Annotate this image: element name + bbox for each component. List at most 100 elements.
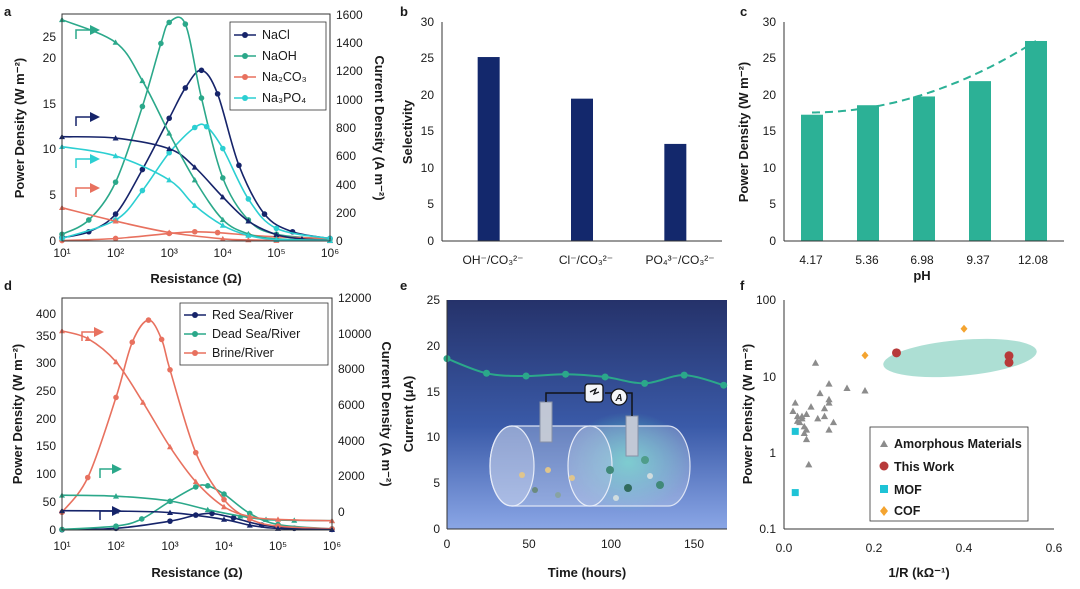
y-tick-label: 5 [427, 197, 434, 211]
legend-label: Amorphous Materials [894, 437, 1022, 451]
electrode-left [539, 401, 553, 443]
panel-a-frame [61, 13, 331, 242]
panel-e: e A [400, 278, 728, 580]
data-point-triangle [167, 443, 173, 450]
data-point [214, 229, 221, 236]
panel-a-label: a [4, 4, 12, 19]
x-tick-label: OH⁻/CO₃²⁻ [463, 253, 524, 267]
panel-c-x-label: pH [913, 268, 930, 283]
data-point-triangle [805, 460, 813, 468]
data-point-triangle [798, 414, 806, 422]
legend-label: Brine/River [212, 346, 274, 360]
data-point [1004, 351, 1014, 361]
x-tick-label: 4.17 [799, 253, 823, 267]
data-point-triangle [246, 513, 253, 519]
legend-marker [192, 331, 198, 337]
data-point [261, 211, 268, 217]
y-tick-label: 5 [49, 188, 56, 202]
panel-e-x-ticks: 0 50 100 150 [444, 537, 705, 551]
x-tick-label: 10³ [161, 246, 178, 260]
data-point [230, 515, 237, 521]
data-point [245, 196, 252, 202]
ammeter-label: A [614, 393, 622, 404]
y-tick-label: 25 [427, 293, 441, 307]
data-point-triangle [275, 516, 281, 522]
data-point-triangle [113, 493, 119, 499]
data-point-triangle [793, 417, 802, 424]
y2-tick-label: 8000 [338, 362, 365, 376]
legend-label: This Work [894, 460, 954, 474]
ion-dot [647, 473, 653, 479]
panel-e-x-label: Time (hours) [548, 565, 627, 580]
data-point-triangle [191, 202, 198, 208]
x-tick-label: 100 [601, 537, 621, 551]
y2-tick-label: 0 [336, 234, 343, 248]
data-point-triangle [112, 152, 119, 159]
data-point [220, 145, 226, 152]
y2-tick-label: 200 [336, 206, 356, 220]
bar [857, 105, 879, 241]
y2-tick-label: 600 [336, 149, 356, 163]
legend-label: Dead Sea/River [212, 327, 300, 341]
panel-c-label: c [740, 4, 747, 19]
panel-c-y-label: Power Density (W m⁻²) [736, 62, 751, 203]
data-point [483, 369, 491, 377]
y-tick-label: 20 [427, 339, 441, 353]
data-point-triangle [221, 516, 227, 522]
y-tick-label: 150 [36, 439, 56, 453]
data-point [158, 40, 164, 47]
data-point-triangle [221, 503, 227, 510]
data-point [203, 123, 210, 130]
y-tick-label: 350 [36, 329, 56, 343]
data-point-triangle [167, 509, 173, 515]
legend-marker [242, 74, 248, 80]
y2-tick-label: 0 [338, 505, 345, 519]
y-tick-label: 300 [36, 356, 56, 370]
y-tick-label: 5 [769, 197, 776, 211]
ion-dot [606, 466, 614, 474]
data-point [522, 372, 530, 380]
legend-label: Na₃PO₄ [262, 91, 306, 105]
ion-dot [569, 475, 575, 481]
data-point-square [791, 489, 799, 497]
y-tick-label: 100 [36, 467, 56, 481]
panel-a-y-ticks: 0 5 10 15 20 25 [43, 30, 57, 248]
x-tick-label: 0 [444, 537, 451, 551]
electrode-right [625, 415, 639, 457]
panel-f-legend: Amorphous Materials This Work MOF COF [869, 426, 1029, 522]
data-point-triangle [191, 164, 198, 170]
y-tick-label: 10 [43, 142, 57, 156]
data-point-triangle [84, 335, 91, 341]
y2-tick-label: 800 [336, 121, 356, 135]
panel-d-x-ticks: 10¹ 10² 10³ 10⁴ 10⁵ 10⁶ [53, 539, 341, 553]
y-tick-label: 15 [427, 385, 441, 399]
membrane-disk [567, 425, 613, 507]
x-tick-label: 6.98 [910, 253, 934, 267]
axis-arrow-icon [75, 116, 90, 126]
diamond-marker-icon [880, 506, 888, 516]
y-tick-label: 10 [427, 430, 441, 444]
y-tick-label: 50 [43, 495, 57, 509]
panel-b-y-ticks: 0 5 10 15 20 25 30 [421, 15, 435, 248]
data-point-triangle [825, 380, 833, 387]
y-tick-label: 400 [36, 307, 56, 321]
ammeter-icon [610, 388, 628, 406]
legend-label: MOF [894, 483, 922, 497]
data-point [182, 85, 189, 91]
data-point-triangle [816, 389, 824, 397]
panel-e-label: e [400, 278, 407, 293]
this-work-highlight [883, 338, 1037, 378]
ion-dot [555, 492, 561, 498]
panel-d-y2-label: Current Density (A m⁻²) [379, 341, 394, 486]
panel-a-y2-label: Current Density (A m⁻²) [372, 55, 387, 200]
data-point-triangle [219, 235, 226, 242]
y-tick-label: 15 [421, 124, 435, 138]
data-point-triangle [204, 506, 211, 513]
panel-c-y-ticks: 0 5 10 15 20 25 30 [763, 15, 777, 248]
data-point-triangle [789, 407, 797, 415]
axis-arrow-icon [90, 183, 100, 193]
data-point-triangle [139, 399, 146, 405]
x-tick-label: PO₄³⁻/CO₃²⁻ [645, 253, 714, 267]
panel-d-label: d [4, 278, 12, 293]
